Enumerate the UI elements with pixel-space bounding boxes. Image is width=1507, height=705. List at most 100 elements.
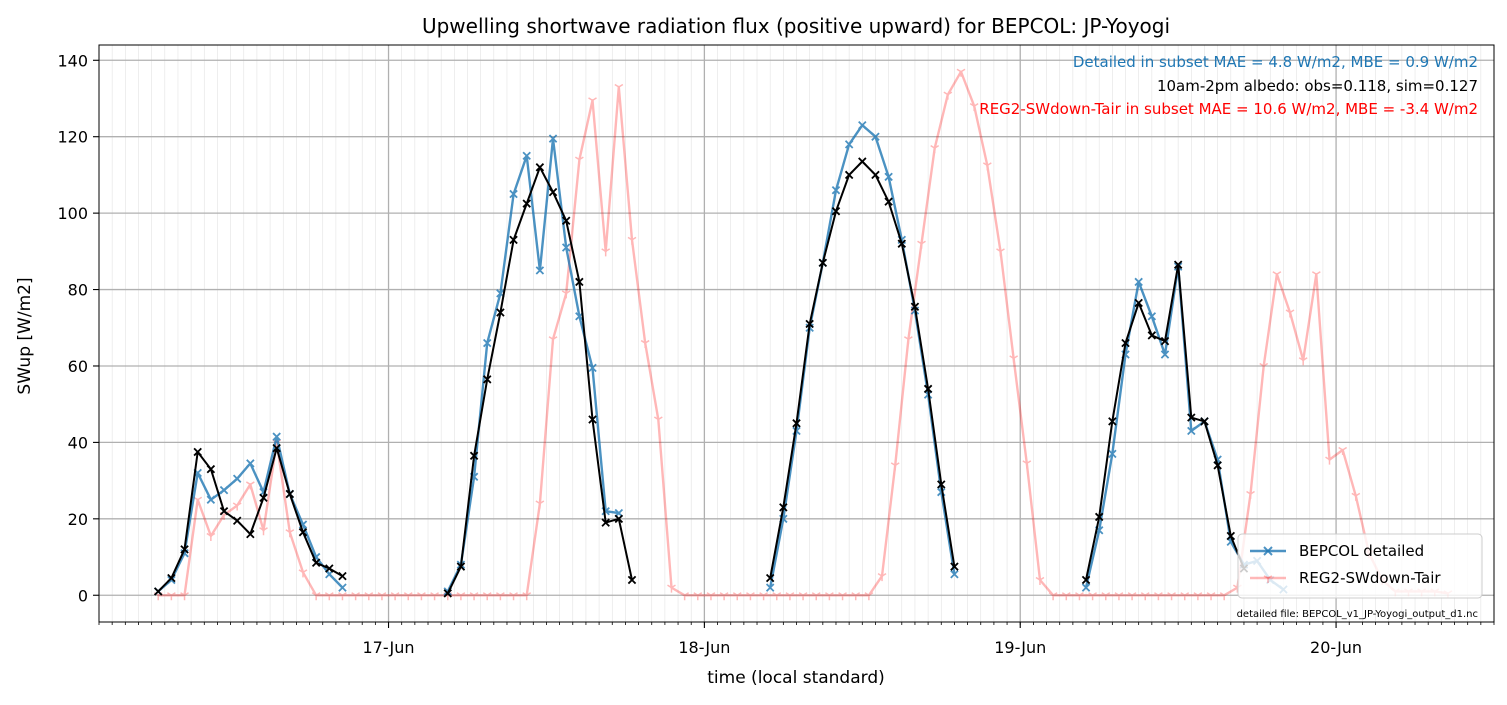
data-point-bepcol-detailed (1187, 426, 1196, 436)
data-point-observed (1147, 331, 1157, 340)
data-point-reg2-swdown-tair (680, 592, 690, 601)
data-point-reg2-swdown-tair (864, 592, 874, 601)
series-line-reg2-swdown-tair (158, 70, 1449, 597)
data-point-reg2-swdown-tair (364, 592, 374, 601)
data-point-reg2-swdown-tair (706, 592, 716, 601)
data-point-observed (548, 187, 558, 197)
data-point-reg2-swdown-tair (877, 573, 887, 582)
data-point-bepcol-detailed (509, 189, 518, 199)
data-point-reg2-swdown-tair (469, 592, 479, 601)
data-point-reg2-swdown-tair (311, 592, 321, 601)
data-point-reg2-swdown-tair (996, 248, 1005, 257)
data-point-reg2-swdown-tair (1298, 357, 1308, 366)
data-point-reg2-swdown-tair (627, 236, 637, 245)
data-point-bepcol-detailed (548, 134, 558, 143)
data-point-reg2-swdown-tair (548, 336, 558, 345)
data-point-reg2-swdown-tair (430, 592, 439, 601)
y-tick-label: 60 (68, 357, 88, 376)
annotation-reg2-stats: REG2-SWdown-Tair in subset MAE = 10.6 W/… (979, 100, 1478, 118)
data-point-reg2-swdown-tair (667, 584, 676, 593)
data-point-reg2-swdown-tair (614, 83, 624, 93)
data-point-observed (1173, 260, 1183, 269)
data-point-reg2-swdown-tair (1259, 362, 1269, 371)
data-point-reg2-swdown-tair (1088, 592, 1098, 601)
data-point-reg2-swdown-tair (232, 502, 242, 511)
data-point-reg2-swdown-tair (982, 162, 992, 171)
data-point-bepcol-detailed (950, 569, 959, 579)
legend-marker-bepcol (1263, 546, 1273, 556)
data-point-observed (482, 375, 492, 384)
x-tick-label: 17-Jun (363, 638, 415, 657)
data-point-observed (1187, 413, 1196, 422)
footnote-detailed-file: detailed file: BEPCOL_v1_JP-Yoyogi_outpu… (1237, 609, 1478, 620)
data-point-reg2-swdown-tair (1114, 592, 1124, 601)
data-point-reg2-swdown-tair (1154, 592, 1163, 601)
data-point-reg2-swdown-tair (693, 592, 703, 601)
data-point-observed (765, 573, 775, 583)
data-point-observed (561, 216, 571, 226)
data-point-reg2-swdown-tair (1272, 271, 1282, 280)
data-point-reg2-swdown-tair (1101, 592, 1111, 601)
data-point-observed (180, 545, 189, 554)
axes-layer: 17-Jun 18-Jun 19-Jun 20-Jun 0 20 40 60 80 100 120 1… (57, 51, 1495, 657)
data-point-reg2-swdown-tair (206, 532, 216, 542)
data-point-observed (950, 562, 959, 571)
data-point-observed (443, 589, 452, 598)
data-point-reg2-swdown-tair (377, 592, 387, 601)
data-point-observed (298, 527, 308, 537)
y-tick-label: 80 (68, 281, 88, 300)
data-point-observed (805, 319, 814, 329)
series-layer (153, 68, 1453, 601)
data-point-reg2-swdown-tair (653, 416, 663, 425)
data-point-reg2-swdown-tair (732, 592, 742, 601)
data-point-reg2-swdown-tair (772, 592, 782, 601)
data-point-bepcol-detailed (219, 485, 229, 495)
data-point-observed (588, 415, 597, 424)
data-point-reg2-swdown-tair (535, 500, 545, 509)
y-tick-label: 40 (68, 433, 88, 452)
data-point-bepcol-detailed (884, 172, 893, 182)
legend-label-reg2: REG2-SWdown-Tair (1299, 569, 1441, 587)
data-point-bepcol-detailed (1147, 312, 1157, 321)
data-point-observed (844, 170, 854, 180)
data-point-reg2-swdown-tair (903, 336, 913, 345)
data-point-reg2-swdown-tair (245, 481, 255, 490)
x-tick-label: 18-Jun (678, 638, 730, 657)
major-grid (99, 45, 1494, 622)
data-point-observed (937, 480, 946, 489)
data-point-bepcol-detailed (246, 459, 255, 468)
data-point-reg2-swdown-tair (1193, 592, 1203, 601)
data-point-observed (456, 562, 466, 571)
data-point-observed (219, 506, 229, 516)
data-point-bepcol-detailed (167, 575, 176, 585)
data-point-observed (311, 558, 321, 568)
data-point-bepcol-detailed (765, 583, 775, 592)
data-point-reg2-swdown-tair (588, 97, 597, 106)
y-tick-label: 0 (78, 586, 88, 605)
data-point-observed (1134, 298, 1143, 308)
data-point-reg2-swdown-tair (838, 592, 847, 601)
data-point-observed (535, 163, 545, 172)
x-tick-label: 19-Jun (994, 638, 1046, 657)
data-point-reg2-swdown-tair (1167, 592, 1176, 601)
data-point-observed (285, 489, 295, 499)
data-point-observed (1200, 417, 1209, 426)
data-point-observed (601, 518, 610, 527)
y-tick-label: 140 (57, 51, 88, 70)
data-point-reg2-swdown-tair (1180, 592, 1190, 601)
data-point-reg2-swdown-tair (759, 592, 768, 601)
data-point-bepcol-detailed (871, 132, 880, 141)
data-point-observed (871, 170, 880, 180)
data-point-bepcol-detailed (206, 495, 216, 504)
data-point-reg2-swdown-tair (719, 592, 729, 601)
data-point-reg2-swdown-tair (785, 592, 795, 601)
data-point-bepcol-detailed (588, 363, 597, 373)
data-point-reg2-swdown-tair (851, 592, 861, 601)
data-point-observed (338, 571, 347, 581)
data-point-reg2-swdown-tair (1325, 456, 1334, 465)
y-tick-label: 120 (57, 128, 88, 147)
data-point-reg2-swdown-tair (180, 592, 189, 601)
y-axis-label: SWup [W/m2] (15, 277, 35, 394)
data-point-observed (1160, 336, 1170, 346)
